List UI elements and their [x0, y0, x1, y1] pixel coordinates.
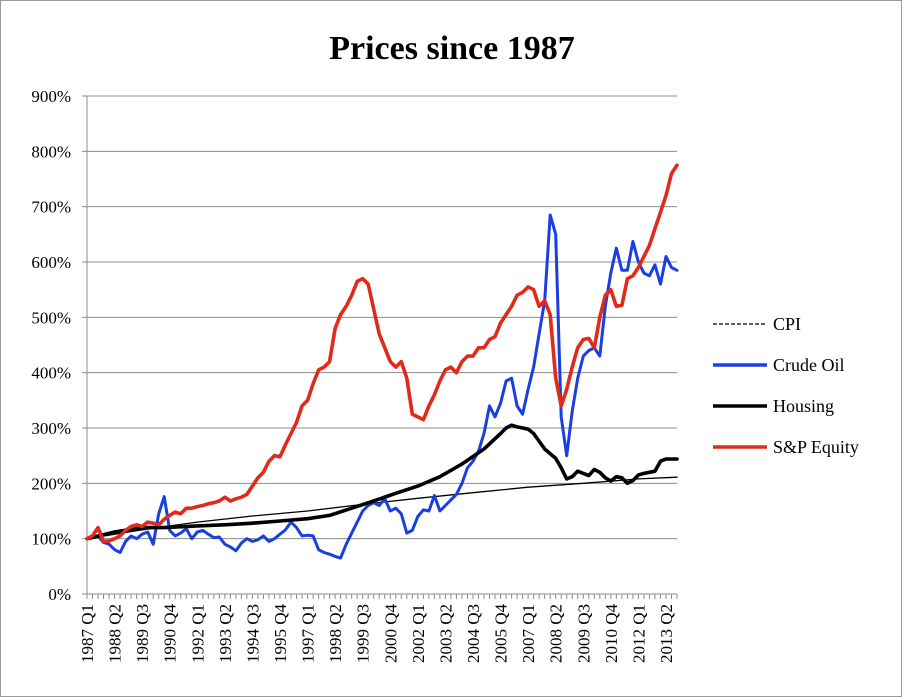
x-tick-label: 2012 Q1	[629, 604, 648, 663]
gridlines	[87, 95, 677, 540]
x-tick-labels: 1987 Q1 1988 Q2 1989 Q3 1990 Q4 1992 Q1 1993 …	[78, 604, 676, 664]
y-tick-label: 800%	[31, 142, 71, 161]
y-tick-label: 400%	[31, 364, 71, 383]
series-line	[86, 476, 678, 540]
x-tick-label: 1989 Q3	[133, 604, 152, 663]
x-tick-label: 1995 Q4	[271, 604, 290, 664]
x-tick-label: 1999 Q3	[354, 604, 373, 663]
x-tick-label: 2009 Q3	[574, 604, 593, 663]
x-tick-label: 2004 Q3	[464, 604, 483, 663]
legend-label: Housing	[773, 396, 834, 416]
x-tick-label: 1990 Q4	[161, 604, 180, 664]
x-tick-label: 1997 Q1	[299, 604, 318, 663]
x-tick-label: 2010 Q4	[602, 604, 621, 664]
x-tick-label: 1993 Q2	[216, 604, 235, 663]
x-tick-label: 1987 Q1	[78, 604, 97, 663]
x-tick-label: 1994 Q3	[243, 604, 262, 663]
x-tick-label: 1998 Q2	[326, 604, 345, 663]
legend-label: S&P Equity	[773, 437, 859, 457]
chart-title: Prices since 1987	[329, 30, 575, 67]
legend-label: CPI	[773, 314, 801, 334]
y-tick-label: 700%	[31, 198, 71, 217]
y-tick-label: 200%	[31, 474, 71, 493]
x-tick-label: 2013 Q2	[657, 604, 676, 663]
y-tick-label: 600%	[31, 253, 71, 272]
y-tick-label: 900%	[31, 87, 71, 106]
y-tick-label: 0%	[48, 585, 71, 604]
x-tick-label: 2007 Q1	[519, 604, 538, 663]
legend-label: Crude Oil	[773, 355, 845, 375]
series-lines	[85, 163, 679, 560]
axes	[82, 95, 678, 599]
x-tick-label: 2008 Q2	[547, 604, 566, 663]
y-tick-label: 500%	[31, 308, 71, 327]
x-tick-label: 2003 Q2	[436, 604, 455, 663]
x-tick-label: 1988 Q2	[106, 604, 125, 663]
series-line	[85, 213, 679, 560]
x-tick-label: 2002 Q1	[409, 604, 428, 663]
y-tick-label: 300%	[31, 419, 71, 438]
series-line	[85, 163, 679, 544]
x-tick-label: 1992 Q1	[188, 604, 207, 663]
x-tick-label: 2000 Q4	[381, 604, 400, 664]
x-tick-label: 2005 Q4	[492, 604, 511, 664]
y-tick-labels: 0% 100% 200% 300% 400% 500% 600% 700% 800% 900%	[31, 87, 71, 604]
y-tick-label: 100%	[31, 530, 71, 549]
legend: CPI Crude Oil Housing S&P Equity	[713, 314, 859, 457]
series-line	[85, 423, 679, 541]
